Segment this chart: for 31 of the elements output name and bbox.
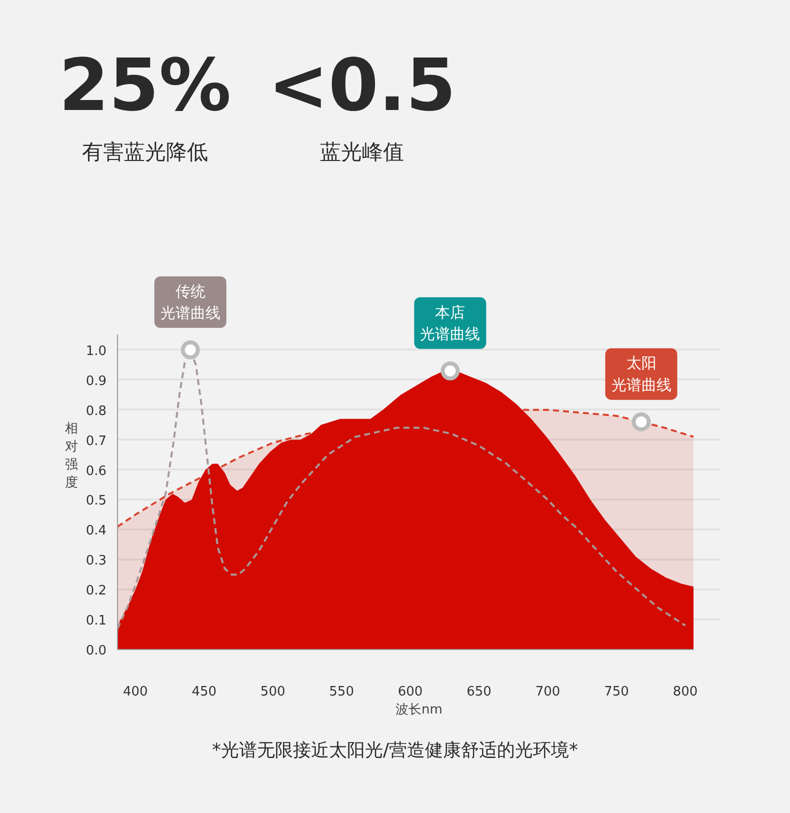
y-tick-label: 0.0 bbox=[86, 644, 107, 658]
text: 蓝光峰值 bbox=[319, 140, 405, 166]
point bbox=[180, 340, 200, 360]
y-tick-label: 0.4 bbox=[86, 524, 107, 539]
x-tick-label: 650 bbox=[466, 684, 492, 700]
x-axis-title: 波长nm bbox=[396, 702, 442, 718]
annotation: 传统光谱曲线 bbox=[160, 282, 220, 322]
text: <0.5 bbox=[268, 43, 456, 127]
y-tick-label: 0.5 bbox=[86, 494, 107, 509]
text: 25% bbox=[58, 43, 232, 127]
x-tick-label: 450 bbox=[192, 684, 217, 700]
y-tick-label: 1.0 bbox=[86, 344, 107, 359]
annotation: 本店光谱曲线 bbox=[420, 303, 480, 343]
y-axis-title: 相对强度 bbox=[64, 422, 78, 490]
text: 有害蓝光降低 bbox=[81, 140, 209, 166]
annotation: 太阳光谱曲线 bbox=[611, 354, 672, 394]
y-tick-label: 0.6 bbox=[86, 464, 107, 479]
x-tick-label: 700 bbox=[535, 684, 560, 700]
x-tick-label: 800 bbox=[672, 684, 698, 700]
y-tick-label: 0.9 bbox=[86, 374, 107, 389]
x-tick-label: 500 bbox=[260, 684, 286, 700]
y-tick-label: 0.2 bbox=[86, 584, 107, 599]
x-tick-label: 400 bbox=[122, 684, 148, 700]
y-tick-label: 0.7 bbox=[86, 434, 107, 449]
y-tick-label: 0.3 bbox=[86, 554, 107, 569]
y-tick-label: 0.1 bbox=[86, 614, 107, 629]
y-tick-label: 0.8 bbox=[86, 404, 107, 419]
x-tick-label: 600 bbox=[398, 684, 423, 700]
x-tick-label: 750 bbox=[604, 684, 629, 700]
x-tick-label: 550 bbox=[329, 684, 354, 700]
text: *光谱无限接近太阳光/营造健康舒适的光环境* bbox=[210, 739, 580, 763]
